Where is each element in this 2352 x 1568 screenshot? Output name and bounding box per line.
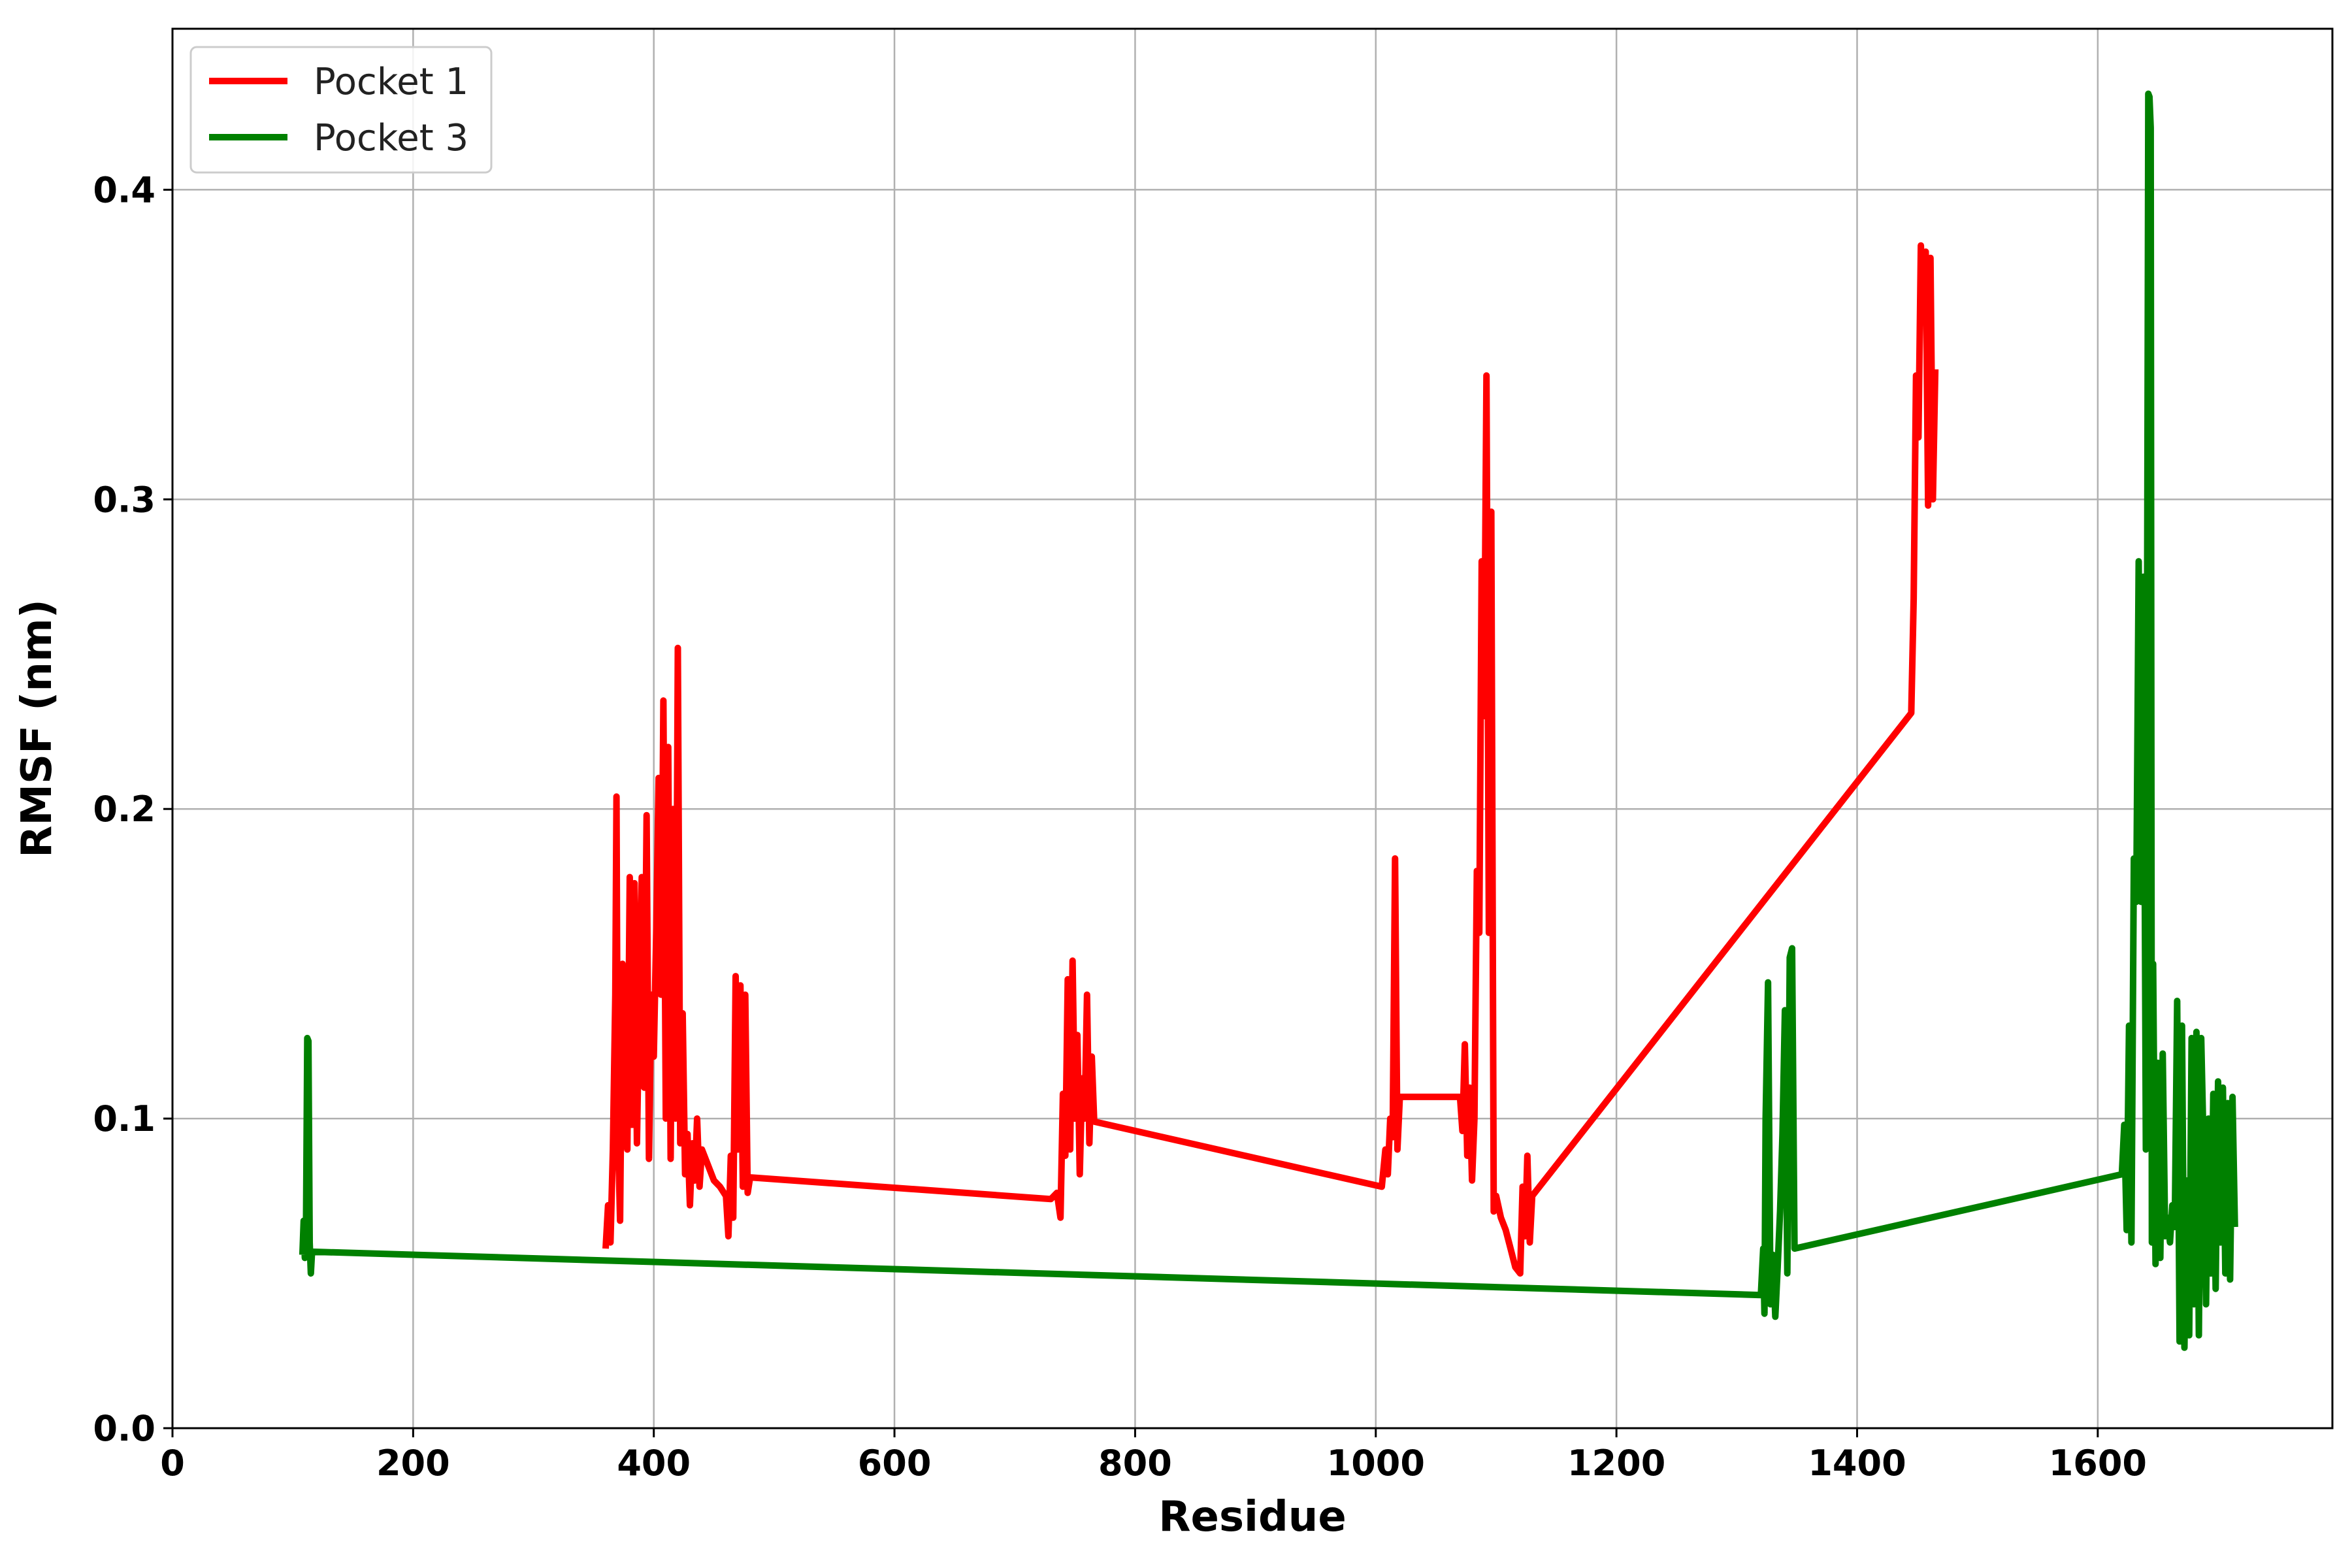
x-tick-label: 1400 (1808, 1443, 1906, 1484)
y-tick-label: 0.4 (93, 169, 155, 210)
plot-frame (171, 27, 2334, 1429)
grid (171, 29, 2332, 1429)
series-line-pocket-1 (602, 242, 1939, 1277)
axis-ticks: 0 200 400 600 800 1000 1200 1400 1600 0.0 0.1 0.2 0.… (93, 169, 2147, 1484)
y-axis-label: RMSF (nm) (13, 599, 61, 858)
legend-label-pocket-1: Pocket 1 (314, 61, 468, 103)
x-tick-label: 1000 (1327, 1443, 1425, 1484)
x-tick-label: 600 (858, 1443, 932, 1484)
x-tick-label: 400 (617, 1443, 691, 1484)
y-tick-label: 0.1 (93, 1098, 155, 1139)
x-tick-label: 200 (376, 1443, 450, 1484)
series-line-pocket-3 (299, 90, 2238, 1351)
legend-label-pocket-3: Pocket 3 (314, 117, 468, 159)
series-lines (299, 90, 2238, 1351)
x-tick-label: 1200 (1567, 1443, 1665, 1484)
x-axis-label: Residue (1158, 1493, 1347, 1541)
x-tick-label: 1600 (2049, 1443, 2147, 1484)
x-tick-label: 0 (160, 1443, 185, 1484)
legend: Pocket 1 Pocket 3 (189, 46, 493, 174)
y-tick-label: 0.0 (93, 1408, 155, 1449)
y-tick-label: 0.2 (93, 789, 155, 830)
x-tick-label: 800 (1098, 1443, 1172, 1484)
y-tick-label: 0.3 (93, 479, 155, 520)
